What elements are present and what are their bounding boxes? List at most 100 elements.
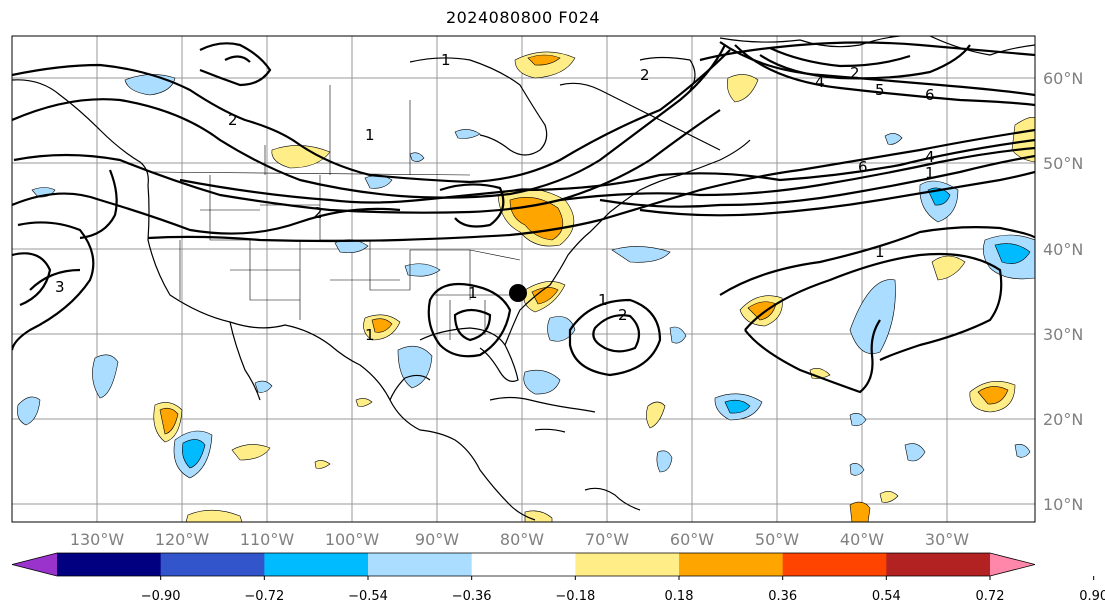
lon-label: 120°W xyxy=(155,530,210,549)
contour-label: 1 xyxy=(441,51,451,69)
longitude-labels: 130°W 120°W 110°W 100°W 90°W 80°W 70°W 6… xyxy=(70,530,969,549)
contour-label: 4 xyxy=(815,73,825,91)
colorbar-tick-label: −0.54 xyxy=(348,589,388,604)
contour-label: 2 xyxy=(228,111,238,129)
colorbar-extend-max xyxy=(990,553,1035,576)
lon-label: 70°W xyxy=(585,530,629,549)
colorbar-segment xyxy=(782,553,887,576)
latitude-labels: 60°N 50°N 40°N 30°N 20°N 10°N xyxy=(1043,69,1083,514)
contour-label: 1 xyxy=(468,284,478,302)
colorbar-segment xyxy=(57,553,162,576)
shade-neg xyxy=(92,354,119,399)
map-border xyxy=(11,35,1036,523)
colorbar-segment xyxy=(679,553,784,576)
contour-label: 1 xyxy=(875,243,885,261)
lat-label: 10°N xyxy=(1043,495,1083,514)
shade-pos xyxy=(977,386,1009,405)
colorbar-tick-label: 0.72 xyxy=(976,589,1005,604)
shade-neg xyxy=(904,443,926,462)
lon-label: 130°W xyxy=(70,530,125,549)
lon-label: 50°W xyxy=(755,530,799,549)
colorbar-segment xyxy=(160,553,265,576)
colorbar-tick-label: −0.18 xyxy=(555,589,595,604)
shade-pos xyxy=(371,318,393,333)
shade-neg xyxy=(994,243,1031,264)
shade-neg xyxy=(547,316,576,342)
coastlines xyxy=(12,36,1035,521)
colorbar-tick-label: 0.54 xyxy=(872,589,901,604)
shade-neg xyxy=(404,263,441,277)
lon-label: 100°W xyxy=(325,530,380,549)
shade-pos xyxy=(231,444,271,461)
colorbar-segment xyxy=(471,553,576,576)
shade-neg xyxy=(849,279,896,354)
shade-neg xyxy=(849,463,865,476)
contour-label: 2 xyxy=(618,306,628,324)
colorbar-tick-label: 0.90 xyxy=(1079,589,1105,604)
contour-label: 3 xyxy=(55,278,65,296)
colorbar-tick-label: −0.72 xyxy=(244,589,284,604)
colorbar-ticks: −0.90 −0.72 −0.54 −0.36 −0.18 0.18 0.36 0.54 0.7… xyxy=(141,576,1105,604)
contour-label: 1 xyxy=(925,164,935,182)
lat-label: 30°N xyxy=(1043,325,1083,344)
shade-neg xyxy=(409,152,425,162)
shade-pos xyxy=(931,255,966,281)
colorbar-tick-label: 0.18 xyxy=(665,589,694,604)
shade-neg xyxy=(656,450,673,473)
contour-labels: 1 2 2 3 4 5 6 2 1 2 1 4 6 1 1 2 1 1 xyxy=(55,51,935,344)
colorbar xyxy=(11,552,1036,577)
shade-neg xyxy=(523,369,561,395)
shade-neg xyxy=(182,439,206,469)
lon-label: 110°W xyxy=(240,530,295,549)
shade-pos xyxy=(314,460,331,469)
shade-neg xyxy=(254,380,273,393)
shade-neg xyxy=(1014,444,1031,458)
colorbar-outline xyxy=(11,552,1036,577)
shade-pos xyxy=(646,401,666,429)
shade-pos xyxy=(727,74,759,103)
contour-label: 5 xyxy=(875,81,885,99)
lat-label: 60°N xyxy=(1043,69,1083,88)
contour-label: 1 xyxy=(598,291,608,309)
contour-label: 1 xyxy=(365,326,375,344)
shade-neg xyxy=(17,396,41,426)
shade-neg xyxy=(724,399,751,414)
shade-pos xyxy=(185,509,243,522)
shade-neg xyxy=(884,133,903,145)
map-frame xyxy=(12,36,1035,522)
colorbar-segment xyxy=(575,553,680,576)
lat-label: 50°N xyxy=(1043,154,1083,173)
shade-pos xyxy=(849,501,871,522)
colorbar-tick-label: −0.36 xyxy=(452,589,492,604)
shade-neg xyxy=(454,129,481,139)
contours xyxy=(12,41,1035,394)
shade-pos xyxy=(531,287,559,305)
colorbar-segment xyxy=(886,553,991,576)
map-title: 2024080800 F024 xyxy=(445,8,601,27)
lat-label: 20°N xyxy=(1043,410,1083,429)
lon-label: 60°W xyxy=(670,530,714,549)
contour-label: 2 xyxy=(640,66,650,84)
contour-label: 2 xyxy=(850,64,860,82)
storm-center-marker xyxy=(509,284,527,302)
shade-pos xyxy=(355,398,373,407)
colorbar-tick-label: 0.36 xyxy=(768,589,797,604)
colorbar-tick-label: −0.90 xyxy=(141,589,181,604)
colorbar-segment xyxy=(264,553,369,576)
shade-pos xyxy=(879,491,899,503)
lon-label: 80°W xyxy=(500,530,544,549)
shade-pos xyxy=(159,407,179,435)
contour-label: 6 xyxy=(925,86,935,104)
shade-pos xyxy=(527,54,561,66)
contour-label: 4 xyxy=(925,148,935,166)
colorbar-extend-min xyxy=(12,553,57,576)
shade-neg xyxy=(669,326,687,344)
shade-neg xyxy=(849,413,867,427)
contour-label: 1 xyxy=(365,126,375,144)
contour-label: 6 xyxy=(858,158,868,176)
lon-label: 40°W xyxy=(840,530,884,549)
shade-neg xyxy=(611,246,671,263)
lat-label: 40°N xyxy=(1043,240,1083,259)
lon-label: 30°W xyxy=(925,530,969,549)
